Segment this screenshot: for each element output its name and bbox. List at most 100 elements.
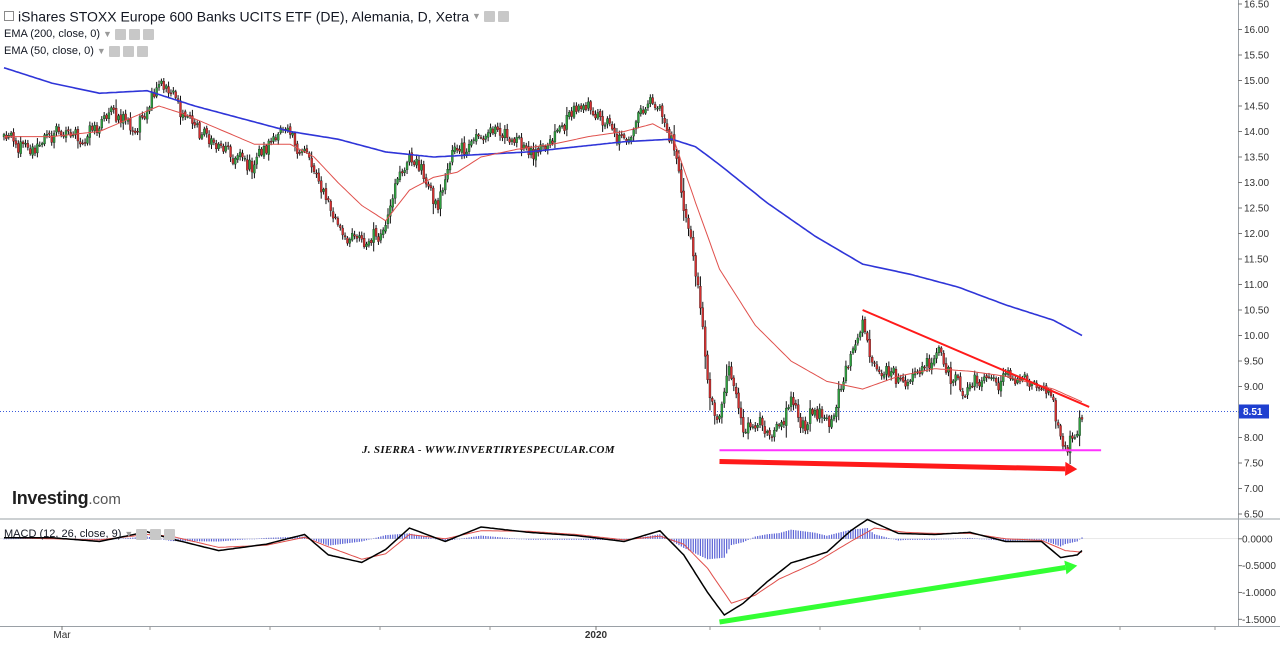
- candle-body: [72, 134, 75, 137]
- settings-icon[interactable]: [122, 45, 134, 57]
- macd-histogram-bar: [571, 538, 573, 540]
- indicator-macd[interactable]: MACD (12, 26, close, 9) ▼: [4, 528, 176, 540]
- indicator-ema200[interactable]: EMA (200, close, 0) ▼: [4, 28, 154, 40]
- candle-body: [103, 115, 106, 119]
- candle-body: [274, 137, 278, 140]
- candle-body: [584, 105, 588, 110]
- macd-histogram-bar: [871, 532, 873, 539]
- candle-body: [293, 133, 297, 146]
- chevron-down-icon[interactable]: ▼: [103, 29, 112, 40]
- candle-body: [453, 146, 456, 152]
- macd-histogram-bar: [757, 536, 759, 539]
- macd-histogram-bar: [613, 538, 616, 541]
- candle-body: [718, 415, 721, 420]
- close-icon[interactable]: [142, 28, 154, 40]
- macd-histogram-bar: [191, 538, 194, 542]
- macd-histogram-bar: [916, 538, 919, 540]
- macd-histogram-bar: [740, 538, 742, 543]
- macd-histogram-bar: [148, 536, 151, 539]
- macd-histogram-bar: [902, 538, 904, 541]
- price-axis-tick-label: 16.50: [1244, 0, 1269, 11]
- macd-histogram-bar: [928, 538, 930, 540]
- collapse-icon[interactable]: [4, 11, 14, 22]
- eye-icon[interactable]: [114, 28, 126, 40]
- candle-body: [532, 148, 535, 159]
- macd-histogram-bar: [835, 533, 837, 539]
- candle-body: [36, 143, 39, 154]
- chart-legend-title[interactable]: iShares STOXX Europe 600 Banks UCITS ETF…: [4, 7, 509, 24]
- candle-body: [134, 130, 137, 133]
- macd-histogram-bar: [1057, 538, 1059, 546]
- candle-body: [422, 164, 425, 180]
- red-arrow-shaft: [719, 458, 1066, 472]
- candle-body: [854, 344, 857, 351]
- macd-histogram-bar: [737, 538, 740, 544]
- close-icon[interactable]: [136, 45, 148, 57]
- macd-histogram-bar: [587, 538, 589, 540]
- macd-histogram-bar: [1062, 538, 1064, 546]
- macd-histogram-bar: [427, 537, 430, 539]
- macd-histogram-bar: [475, 536, 477, 539]
- candle-body: [1002, 373, 1005, 382]
- candle-body: [417, 160, 421, 171]
- macd-histogram-bar: [594, 538, 597, 540]
- candle-body: [563, 125, 566, 131]
- chevron-down-icon[interactable]: ▼: [96, 46, 106, 57]
- candle-body: [353, 234, 356, 237]
- candle-body: [620, 134, 623, 136]
- candle-body: [739, 407, 743, 419]
- macd-histogram-bar: [334, 538, 337, 545]
- candle-body: [143, 116, 146, 119]
- candle-body: [940, 347, 943, 353]
- macd-histogram-bar: [1050, 538, 1052, 544]
- candle-body: [806, 424, 809, 430]
- candle-body: [255, 156, 258, 165]
- macd-histogram-bar: [850, 529, 852, 539]
- candle-body: [551, 140, 554, 144]
- macd-histogram-bar: [430, 537, 432, 539]
- eye-icon[interactable]: [483, 10, 495, 22]
- macd-histogram-bar: [747, 538, 749, 540]
- candle-body: [1054, 400, 1057, 422]
- macd-histogram-bar: [215, 538, 217, 542]
- settings-icon[interactable]: [150, 528, 162, 540]
- price-axis-tick-label: 10.50: [1244, 306, 1269, 317]
- eye-icon[interactable]: [108, 45, 120, 57]
- candle-body: [658, 105, 662, 109]
- macd-histogram-bar: [442, 538, 444, 541]
- settings-icon[interactable]: [497, 10, 509, 22]
- macd-histogram-bar: [487, 536, 489, 539]
- close-icon[interactable]: [164, 528, 176, 540]
- candle-body: [1080, 417, 1084, 420]
- candle-body: [637, 112, 640, 123]
- candle-body: [169, 92, 173, 95]
- candle-body: [393, 183, 397, 199]
- chevron-down-icon[interactable]: ▼: [472, 11, 481, 22]
- macd-histogram-bar: [265, 537, 267, 539]
- macd-histogram-bar: [580, 538, 582, 540]
- candle-body: [684, 209, 688, 218]
- candle-body: [959, 376, 962, 391]
- macd-histogram-bar: [489, 536, 492, 539]
- macd-histogram-bar: [537, 538, 539, 540]
- macd-histogram-bar: [342, 538, 344, 544]
- settings-icon[interactable]: [128, 28, 140, 40]
- candle-body: [336, 218, 340, 225]
- macd-histogram-bar: [976, 538, 978, 540]
- macd-histogram-bar: [978, 538, 981, 540]
- candle-body: [298, 152, 301, 154]
- candle-body: [348, 239, 351, 244]
- candle-body: [780, 422, 783, 427]
- candle-body: [110, 107, 113, 113]
- macd-histogram-bar: [425, 536, 427, 539]
- macd-histogram-bar: [222, 538, 225, 542]
- candle-body: [198, 122, 201, 139]
- macd-histogram-bar: [828, 535, 830, 539]
- indicator-ema50[interactable]: EMA (50, close, 0) ▼: [4, 45, 148, 57]
- eye-icon[interactable]: [136, 528, 148, 540]
- candle-body: [310, 157, 313, 168]
- macd-histogram-bar: [509, 538, 511, 539]
- macd-histogram-bar: [723, 538, 725, 558]
- candle-body: [618, 134, 621, 145]
- chevron-down-icon[interactable]: ▼: [124, 529, 134, 540]
